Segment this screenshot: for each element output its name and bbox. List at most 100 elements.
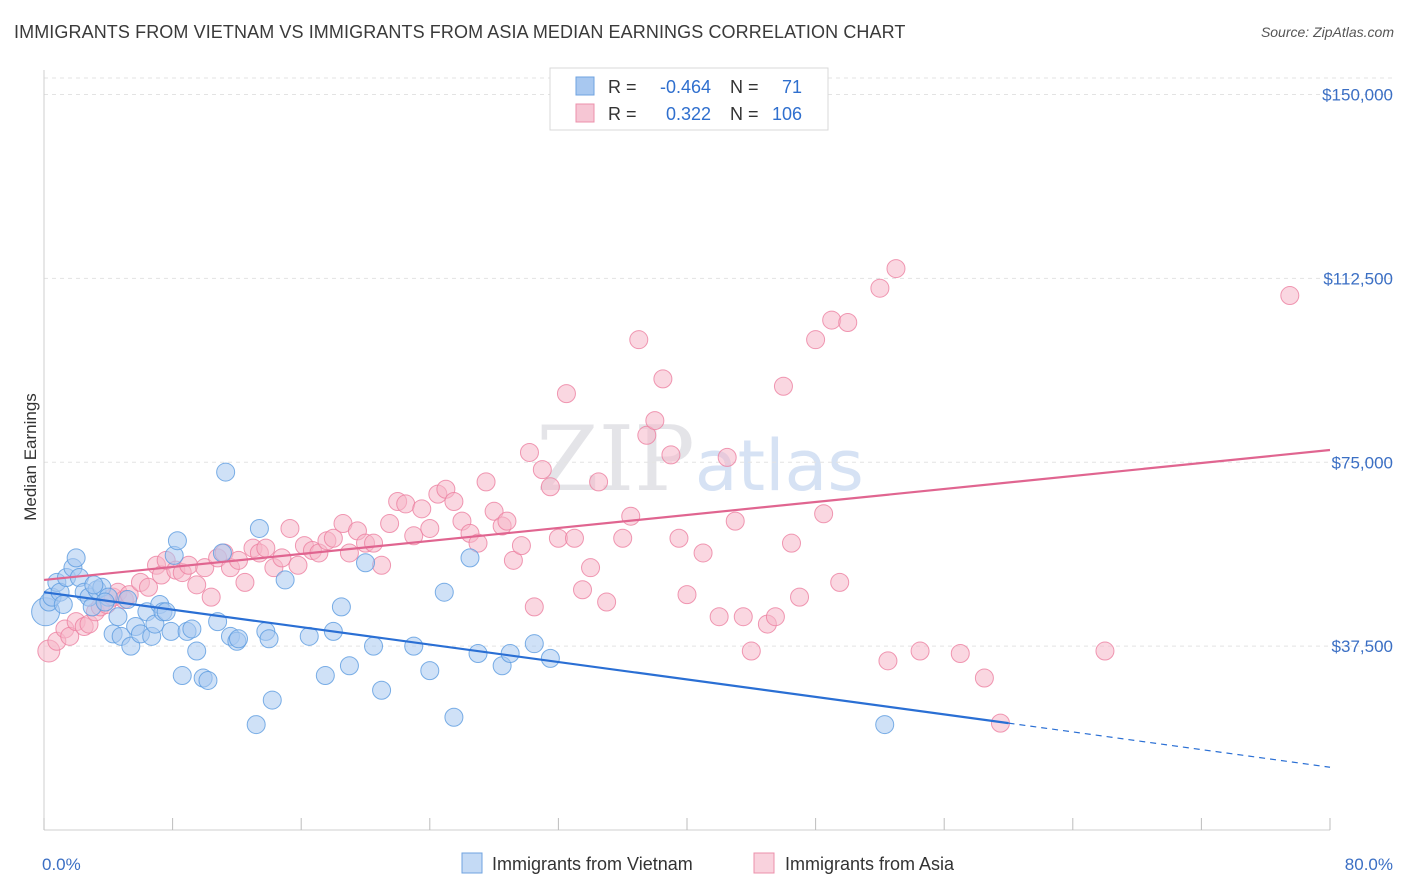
y-tick-label: $150,000: [1322, 86, 1393, 105]
data-point: [420, 661, 440, 681]
data-point: [645, 411, 665, 431]
data-point: [497, 511, 517, 531]
legend-swatch-asia: [753, 852, 775, 874]
trend-line-vietnam-extension: [1008, 722, 1331, 768]
data-point: [434, 582, 454, 602]
y-tick-label: $112,500: [1323, 269, 1393, 288]
data-point: [201, 587, 221, 607]
data-point: [484, 501, 504, 521]
data-point: [331, 597, 351, 617]
data-point: [661, 445, 681, 465]
legend-swatch-vietnam: [575, 76, 595, 96]
data-point: [511, 536, 531, 556]
x-tick-labels: 0.0% 80.0%: [42, 855, 1393, 874]
series-vietnam-points: [31, 462, 895, 735]
trend-line-vietnam: [43, 591, 1009, 725]
data-point: [460, 548, 480, 568]
data-point: [519, 442, 539, 462]
y-axis-title: Median Earnings: [21, 393, 40, 521]
data-point: [364, 533, 384, 553]
data-point: [733, 607, 753, 627]
data-point: [229, 629, 249, 649]
data-point: [830, 572, 850, 592]
y-tick-label: $37,500: [1332, 637, 1393, 656]
data-point: [597, 592, 617, 612]
data-point: [444, 707, 464, 727]
data-point: [212, 543, 232, 563]
data-point: [288, 555, 308, 575]
data-point: [280, 518, 300, 538]
data-point: [182, 619, 202, 639]
axes: [43, 70, 1331, 831]
data-point: [161, 621, 181, 641]
data-point: [773, 376, 793, 396]
data-point: [156, 602, 176, 622]
data-point: [717, 447, 737, 467]
data-point: [581, 558, 601, 578]
legend-n-label: N =: [730, 77, 759, 97]
data-point: [814, 504, 834, 524]
data-point: [548, 528, 568, 548]
data-point: [372, 555, 392, 575]
data-point: [910, 641, 930, 661]
legend-r-label: R =: [608, 104, 637, 124]
data-point: [272, 548, 292, 568]
data-point: [380, 514, 400, 534]
data-point: [187, 641, 207, 661]
data-point: [500, 643, 520, 663]
data-point: [172, 666, 192, 686]
data-point: [198, 670, 218, 690]
data-point: [444, 491, 464, 511]
source-label: Source: ZipAtlas.com: [1260, 24, 1394, 40]
data-point: [621, 506, 641, 526]
legend-n-value: 71: [782, 77, 802, 97]
data-point: [806, 330, 826, 350]
data-point: [216, 462, 236, 482]
legend-swatch-asia: [575, 103, 595, 123]
data-point: [870, 278, 890, 298]
data-point: [613, 528, 633, 548]
data-point: [950, 643, 970, 663]
data-point: [404, 636, 424, 656]
series-asia-points: [37, 259, 1300, 733]
legend-swatch-vietnam: [461, 852, 483, 874]
stats-legend: R = -0.464 N = 71 R = 0.322 N = 106: [549, 67, 829, 131]
data-point: [540, 648, 560, 668]
data-point: [339, 656, 359, 676]
y-tick-labels: $37,500 $75,000 $112,500 $150,000: [1322, 86, 1393, 657]
data-point: [564, 528, 584, 548]
data-point: [838, 313, 858, 333]
data-point: [725, 511, 745, 531]
data-point: [256, 538, 276, 558]
data-point: [315, 666, 335, 686]
data-point: [669, 528, 689, 548]
data-point: [589, 472, 609, 492]
data-point: [396, 494, 416, 514]
data-point: [356, 553, 375, 573]
data-point: [404, 526, 424, 546]
data-point: [886, 259, 906, 279]
data-point: [262, 690, 282, 710]
data-point: [468, 533, 488, 553]
legend-n-value: 106: [772, 104, 802, 124]
data-point: [53, 594, 73, 614]
data-point: [556, 384, 576, 404]
data-point: [765, 607, 785, 627]
data-point: [138, 577, 158, 597]
data-point: [974, 668, 994, 688]
data-point: [339, 543, 359, 563]
data-point: [468, 643, 488, 663]
data-point: [187, 575, 207, 595]
data-point: [524, 597, 544, 617]
data-point: [822, 310, 842, 330]
data-point: [84, 575, 104, 595]
trend-line-asia: [43, 448, 1331, 582]
data-point: [259, 629, 279, 649]
data-point: [412, 499, 432, 519]
data-point: [503, 550, 523, 570]
data-point: [364, 636, 384, 656]
data-point: [235, 572, 255, 592]
data-point: [878, 651, 898, 671]
x-tick-label: 0.0%: [42, 855, 81, 874]
